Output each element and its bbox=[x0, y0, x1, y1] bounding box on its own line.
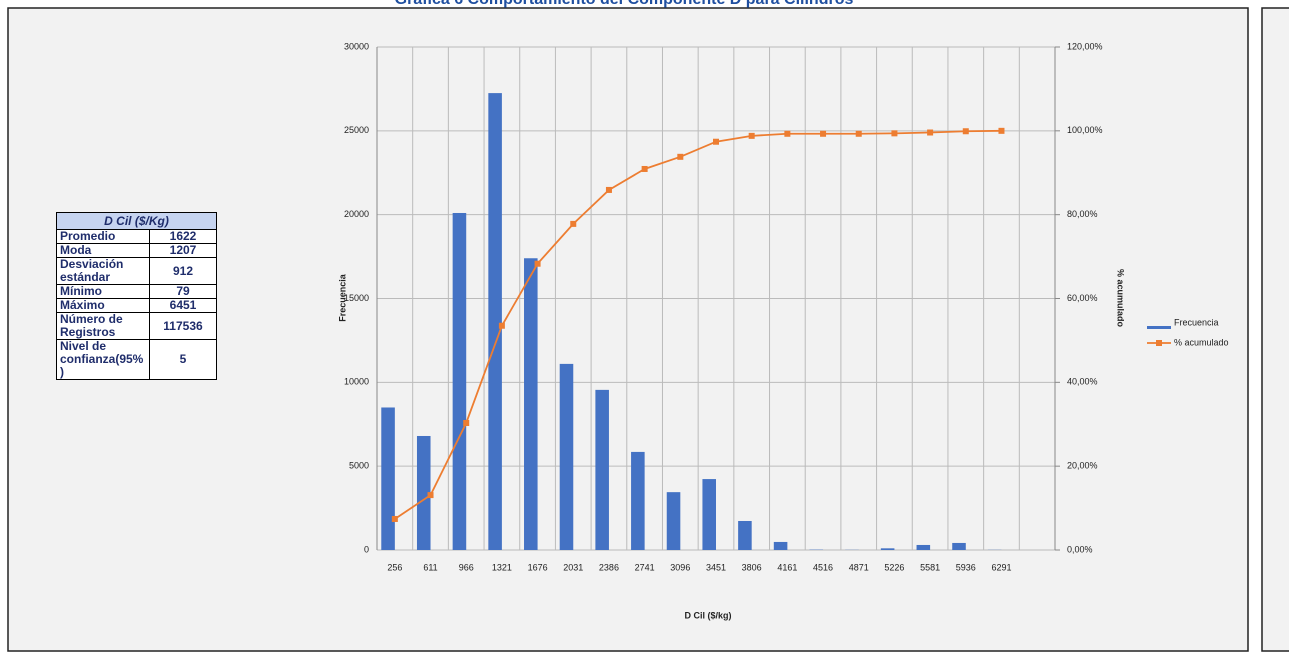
table-row: Mínimo 79 bbox=[56, 284, 217, 299]
table-row: Promedio 1622 bbox=[56, 229, 217, 244]
line-marker bbox=[891, 130, 898, 137]
stat-label: Promedio bbox=[56, 229, 150, 244]
bar bbox=[738, 520, 752, 550]
stat-label: Moda bbox=[56, 243, 150, 258]
legend-swatch bbox=[1156, 340, 1162, 346]
bar bbox=[666, 492, 681, 550]
table-row: Desviación estándar 912 bbox=[56, 257, 217, 285]
table-row: Número de Registros 117536 bbox=[56, 312, 217, 340]
line-marker bbox=[605, 186, 612, 193]
stat-value: 79 bbox=[149, 284, 217, 299]
x-tick-label: 256 bbox=[387, 562, 402, 572]
bar bbox=[702, 479, 716, 550]
table-row: Máximo 6451 bbox=[56, 298, 217, 313]
y2-tick-label: 80,00% bbox=[1067, 209, 1098, 219]
x-tick-label: 3096 bbox=[670, 562, 690, 572]
stat-label: Nivel de confianza(95% ) bbox=[56, 339, 150, 380]
chart-title: Grafica 6 Comportamiento del Componente … bbox=[395, 0, 854, 8]
line-marker bbox=[498, 322, 505, 329]
bar bbox=[416, 435, 431, 550]
line bbox=[394, 129, 1002, 520]
bar bbox=[916, 544, 931, 550]
y2-tick-label: 60,00% bbox=[1067, 293, 1098, 303]
side-panel bbox=[1261, 7, 1289, 652]
x-tick-label: 5226 bbox=[884, 562, 904, 572]
y-tick-label: 15000 bbox=[344, 293, 369, 303]
line-marker bbox=[534, 260, 541, 267]
y-tick-label: 5000 bbox=[349, 461, 369, 471]
y-tick-label: 20000 bbox=[344, 209, 369, 219]
y-tick-label: 10000 bbox=[344, 377, 369, 387]
y2-tick-label: 20,00% bbox=[1067, 461, 1098, 471]
x-tick-label: 4161 bbox=[777, 562, 797, 572]
x-tick-label: 2741 bbox=[635, 562, 655, 572]
x-tick-label: 6291 bbox=[991, 562, 1011, 572]
table-header: D Cil ($/Kg) bbox=[56, 212, 217, 230]
stats-table: D Cil ($/Kg) Promedio 1622 Moda 1207 Desviaci… bbox=[56, 212, 217, 380]
y-axis-label: Frecuencia bbox=[337, 273, 347, 322]
x-axis-label: D Cil ($/kg) bbox=[684, 610, 731, 620]
x-tick-label: 1321 bbox=[492, 562, 512, 572]
stat-value: 117536 bbox=[149, 312, 217, 340]
x-tick-label: 966 bbox=[459, 562, 474, 572]
line-marker bbox=[570, 220, 577, 227]
x-tick-label: 1676 bbox=[528, 562, 548, 572]
y2-axis-label: % acumulado bbox=[1116, 269, 1126, 328]
x-tick-label: 4516 bbox=[813, 562, 833, 572]
x-tick-label: 5936 bbox=[956, 562, 976, 572]
bar bbox=[880, 548, 895, 550]
line-marker bbox=[748, 132, 755, 139]
line-marker bbox=[427, 492, 434, 499]
bar bbox=[595, 389, 609, 550]
x-tick-label: 5581 bbox=[920, 562, 940, 572]
y2-tick-label: 0,00% bbox=[1067, 544, 1093, 554]
y2-tick-label: 100,00% bbox=[1067, 125, 1103, 135]
x-tick-label: 3451 bbox=[706, 562, 726, 572]
bar bbox=[452, 212, 467, 551]
line-marker bbox=[962, 128, 969, 135]
table-row: Moda 1207 bbox=[56, 243, 217, 258]
stat-label: Mínimo bbox=[56, 284, 150, 299]
stat-value: 1207 bbox=[149, 243, 217, 258]
stat-label: Desviación estándar bbox=[56, 257, 150, 285]
line-marker bbox=[855, 130, 862, 137]
x-tick-label: 2031 bbox=[563, 562, 583, 572]
line-marker bbox=[998, 127, 1005, 134]
table-row: Nivel de confianza(95% ) 5 bbox=[56, 339, 217, 380]
bar bbox=[381, 407, 395, 550]
stat-label: Máximo bbox=[56, 298, 150, 313]
line-marker bbox=[927, 129, 934, 136]
stat-value: 912 bbox=[149, 257, 217, 285]
legend-label: % acumulado bbox=[1174, 337, 1229, 347]
line-marker bbox=[677, 153, 684, 160]
line-marker bbox=[463, 419, 470, 426]
stat-value: 5 bbox=[149, 339, 217, 380]
bar bbox=[773, 541, 788, 550]
bar bbox=[524, 258, 538, 550]
bar bbox=[488, 93, 502, 550]
x-tick-label: 611 bbox=[423, 562, 437, 572]
line-marker bbox=[641, 165, 648, 172]
stat-value: 1622 bbox=[149, 229, 217, 244]
line-marker bbox=[391, 515, 398, 522]
y-tick-label: 0 bbox=[364, 544, 369, 554]
stat-label: Número de Registros bbox=[56, 312, 150, 340]
y2-tick-label: 40,00% bbox=[1067, 377, 1098, 387]
stat-value: 6451 bbox=[149, 298, 217, 313]
line-marker bbox=[820, 130, 827, 137]
legend-label: Frecuencia bbox=[1174, 317, 1219, 327]
y2-tick-label: 120,00% bbox=[1067, 41, 1103, 51]
line-marker bbox=[713, 138, 719, 145]
y-tick-label: 25000 bbox=[344, 125, 369, 135]
bar bbox=[559, 363, 574, 550]
x-tick-label: 2386 bbox=[599, 562, 619, 572]
x-tick-label: 4871 bbox=[849, 562, 869, 572]
bar bbox=[631, 451, 645, 550]
x-tick-label: 3806 bbox=[742, 562, 762, 572]
legend-swatch bbox=[1147, 326, 1171, 329]
line-marker bbox=[784, 130, 791, 137]
y-tick-label: 30000 bbox=[344, 41, 369, 51]
bar bbox=[952, 542, 966, 550]
